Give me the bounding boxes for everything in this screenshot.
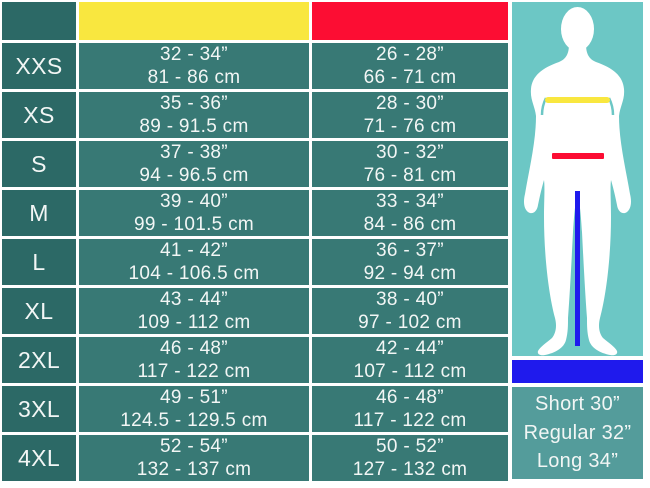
waist-inches: 36 - 37” [376,240,444,261]
chest-inches: 46 - 48” [160,338,228,359]
chest-inches: 43 - 44” [160,289,228,310]
waist-line [552,153,604,159]
chest-inches: 39 - 40” [160,191,228,212]
inseam-option-short: Short 30” [535,392,620,415]
chest-cm: 117 - 122 cm [137,361,251,382]
waist-cell: 28 - 30” 71 - 76 cm [312,92,508,138]
waist-cell: 38 - 40” 97 - 102 cm [312,288,508,334]
chest-inches: 35 - 36” [160,93,228,114]
chest-cm: 89 - 91.5 cm [139,116,249,137]
inseam-lengths-panel: Short 30” Regular 32” Long 34” [512,387,643,479]
chest-cell: 41 - 42” 104 - 106.5 cm [79,239,309,285]
chest-cell: 37 - 38” 94 - 96.5 cm [79,141,309,187]
size-label-cell: XL [2,288,76,334]
waist-cell: 33 - 34” 84 - 86 cm [312,190,508,236]
waist-cm: 76 - 81 cm [363,165,457,186]
waist-cell: 30 - 32” 76 - 81 cm [312,141,508,187]
waist-inches: 28 - 30” [376,93,444,114]
waist-inches: 33 - 34” [376,191,444,212]
size-chart-table: XXS 32 - 34” 81 - 86 cm 26 - 28” 66 - 71… [2,2,508,481]
chest-cm: 81 - 86 cm [147,67,241,88]
chest-cell: 46 - 48” 117 - 122 cm [79,337,309,383]
size-column-header [2,2,76,40]
waist-cm: 107 - 112 cm [353,361,467,382]
waist-cell: 26 - 28” 66 - 71 cm [312,43,508,89]
chest-inches: 37 - 38” [160,142,228,163]
waist-inches: 26 - 28” [376,44,444,65]
waist-inches: 46 - 48” [376,387,444,408]
waist-cell: 50 - 52” 127 - 132 cm [312,435,508,481]
waist-column-header-swatch [312,2,508,40]
waist-cell: 46 - 48” 117 - 122 cm [312,386,508,432]
body-silhouette-icon [524,7,631,356]
size-label-cell: S [2,141,76,187]
size-label-cell: XS [2,92,76,138]
chest-cm: 104 - 106.5 cm [128,263,260,284]
inseam-option-regular: Regular 32” [523,421,632,444]
chest-cm: 124.5 - 129.5 cm [120,410,268,431]
chest-inches: 49 - 51” [160,387,228,408]
waist-cm: 71 - 76 cm [363,116,457,137]
waist-cm: 117 - 122 cm [353,410,467,431]
waist-inches: 50 - 52” [376,436,444,457]
size-label-cell: L [2,239,76,285]
waist-inches: 38 - 40” [376,289,444,310]
chest-cm: 99 - 101.5 cm [133,214,255,235]
waist-cm: 66 - 71 cm [363,67,457,88]
chest-cell: 52 - 54” 132 - 137 cm [79,435,309,481]
size-label-cell: 2XL [2,337,76,383]
chest-inches: 41 - 42” [160,240,228,261]
body-measurement-diagram [512,2,643,356]
chest-cell: 35 - 36” 89 - 91.5 cm [79,92,309,138]
waist-cell: 42 - 44” 107 - 112 cm [312,337,508,383]
waist-cm: 127 - 132 cm [352,459,468,480]
inseam-line [575,191,580,346]
waist-cell: 36 - 37” 92 - 94 cm [312,239,508,285]
chest-inches: 52 - 54” [160,436,228,457]
chest-cell: 32 - 34” 81 - 86 cm [79,43,309,89]
size-label-cell: 3XL [2,386,76,432]
size-label-cell: M [2,190,76,236]
inseam-option-long: Long 34” [536,450,619,473]
waist-cm: 84 - 86 cm [363,214,457,235]
size-label-cell: 4XL [2,435,76,481]
chest-column-header-swatch [79,2,309,40]
waist-cm: 97 - 102 cm [358,312,462,333]
waist-inches: 30 - 32” [376,142,444,163]
chest-cm: 132 - 137 cm [136,459,252,480]
chest-cell: 39 - 40” 99 - 101.5 cm [79,190,309,236]
inseam-color-bar [512,360,643,383]
waist-inches: 42 - 44” [376,338,444,359]
chest-inches: 32 - 34” [160,44,228,65]
chest-cm: 109 - 112 cm [137,312,251,333]
waist-cm: 92 - 94 cm [363,263,457,284]
chest-cell: 43 - 44” 109 - 112 cm [79,288,309,334]
size-label-cell: XXS [2,43,76,89]
chest-cm: 94 - 96.5 cm [139,165,249,186]
chest-line [545,97,610,103]
chest-cell: 49 - 51” 124.5 - 129.5 cm [79,386,309,432]
